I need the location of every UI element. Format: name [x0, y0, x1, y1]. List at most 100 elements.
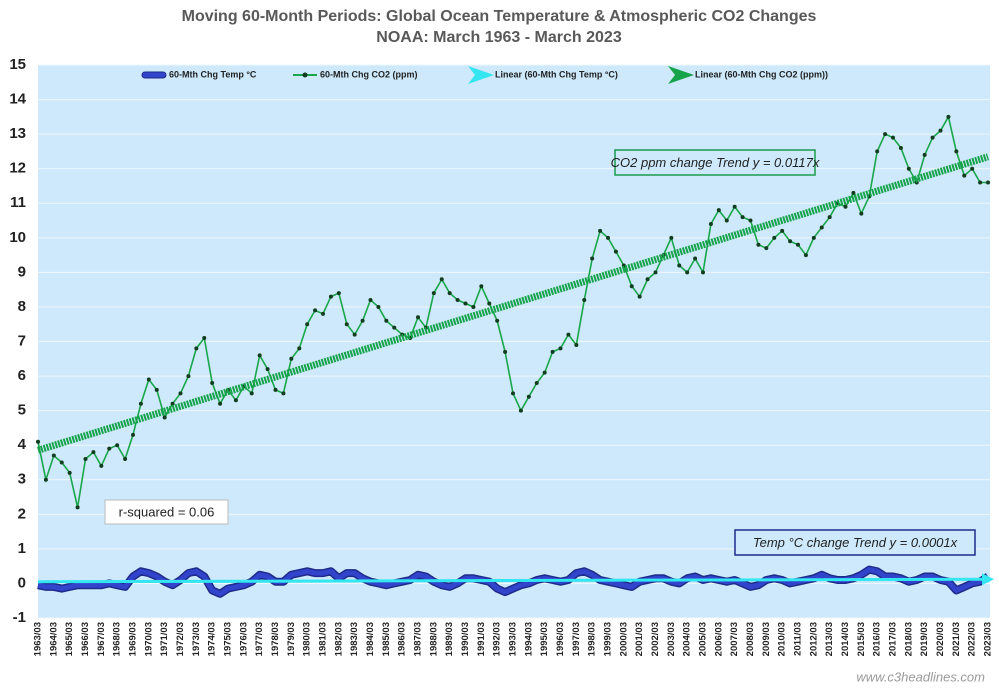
x-tick-label: 1994/03 [523, 622, 534, 656]
point [693, 256, 698, 261]
point [479, 284, 484, 289]
point [360, 318, 365, 323]
point [384, 318, 389, 323]
point [455, 298, 460, 303]
x-tick-label: 2013/03 [824, 622, 835, 656]
x-tick-label: 1997/03 [571, 622, 582, 656]
x-tick-label: 1990/03 [460, 622, 471, 656]
legend-icon [668, 66, 694, 84]
point [669, 235, 674, 240]
x-tick-label: 1982/03 [333, 622, 344, 656]
point [273, 387, 278, 392]
point [170, 401, 175, 406]
y-tick-label: 13 [9, 125, 26, 142]
x-tick-label: 1969/03 [128, 622, 139, 656]
point [613, 249, 618, 254]
legend-icon [468, 66, 494, 84]
x-tick-label: 1996/03 [555, 622, 566, 656]
point [970, 166, 975, 171]
point [898, 145, 903, 150]
point [305, 322, 310, 327]
legend-label: 60-Mth Chg Temp °C [169, 69, 257, 79]
point [289, 356, 294, 361]
point [59, 460, 64, 465]
point [463, 301, 468, 306]
point [51, 453, 56, 458]
y-tick-label: 8 [18, 298, 26, 315]
x-tick-label: 2018/03 [903, 622, 914, 656]
x-tick-label: 1984/03 [365, 622, 376, 656]
x-tick-label: 1976/03 [238, 622, 249, 656]
x-tick-label: 1972/03 [175, 622, 186, 656]
point [930, 135, 935, 140]
point [756, 242, 761, 247]
point [653, 270, 658, 275]
x-tick-label: 2004/03 [682, 622, 693, 656]
y-tick-label: 7 [18, 332, 26, 349]
y-tick-label: -1 [13, 609, 26, 626]
x-tick-label: 2015/03 [856, 622, 867, 656]
point [178, 391, 183, 396]
point [186, 374, 191, 379]
x-tick-label: 2012/03 [808, 622, 819, 656]
point [574, 342, 579, 347]
point [202, 336, 207, 341]
trend-line [36, 153, 990, 454]
point [938, 128, 943, 133]
x-tick-label: 1991/03 [476, 622, 487, 656]
point [447, 291, 452, 296]
x-tick-label: 2007/03 [729, 622, 740, 656]
point [724, 218, 729, 223]
x-tick-label: 1975/03 [223, 622, 234, 656]
point [566, 332, 571, 337]
x-tick-label: 2016/03 [872, 622, 883, 656]
x-tick-label: 2019/03 [919, 622, 930, 656]
point [392, 325, 397, 330]
x-tick-label: 1983/03 [349, 622, 360, 656]
legend-icon [141, 71, 167, 79]
x-tick-label: 1964/03 [48, 622, 59, 656]
point [780, 228, 785, 233]
point [819, 225, 824, 230]
legend-label: Linear (60-Mth Chg CO2 (ppm)) [695, 69, 828, 79]
point [986, 180, 990, 185]
point [518, 408, 523, 413]
point [75, 505, 80, 510]
point [716, 208, 721, 213]
y-tick-label: 10 [9, 229, 26, 246]
y-tick-label: 5 [18, 402, 26, 419]
x-tick-label: 1981/03 [318, 622, 329, 656]
x-tick-label: 2003/03 [666, 622, 677, 656]
point [827, 215, 832, 220]
x-tick-label: 1980/03 [302, 622, 313, 656]
x-tick-label: 2005/03 [698, 622, 709, 656]
x-tick-label: 1966/03 [80, 622, 91, 656]
point [107, 446, 112, 451]
point [352, 332, 357, 337]
point [138, 401, 143, 406]
point [788, 239, 793, 244]
point [194, 346, 199, 351]
x-tick-label: 1985/03 [381, 622, 392, 656]
y-tick-label: 14 [9, 91, 26, 108]
point [526, 394, 531, 399]
point [154, 387, 159, 392]
point [313, 308, 318, 313]
legend-label: Linear (60-Mth Chg Temp °C) [495, 69, 618, 79]
x-tick-label: 2021/03 [951, 622, 962, 656]
point [851, 190, 856, 195]
point [368, 298, 373, 303]
point [210, 380, 215, 385]
y-tick-label: 4 [18, 436, 27, 453]
point [859, 211, 864, 216]
point [487, 301, 492, 306]
y-tick-label: 6 [18, 367, 26, 384]
x-tick-label: 1979/03 [286, 622, 297, 656]
point [162, 415, 167, 420]
x-tick-label: 1977/03 [254, 622, 265, 656]
y-tick-label: 0 [18, 574, 26, 591]
point [511, 391, 515, 396]
point [906, 166, 911, 171]
point [803, 253, 808, 258]
point [954, 149, 959, 154]
